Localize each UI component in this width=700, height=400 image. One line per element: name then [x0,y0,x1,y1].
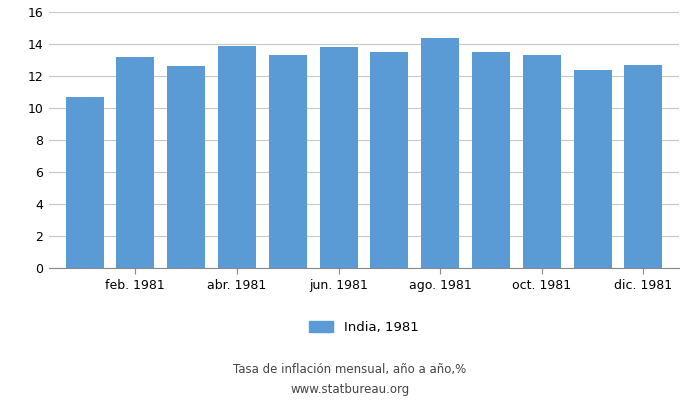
Bar [66,97,104,268]
Bar [523,55,561,268]
Bar [370,52,409,268]
Bar [319,47,358,268]
Bar [116,57,155,268]
Bar [573,70,612,268]
Bar [167,66,205,268]
Bar [218,46,256,268]
Bar [421,38,459,268]
Bar [624,65,662,268]
Bar [269,55,307,268]
Bar [472,52,510,268]
Text: www.statbureau.org: www.statbureau.org [290,384,410,396]
Legend: India, 1981: India, 1981 [309,321,419,334]
Text: Tasa de inflación mensual, año a año,%: Tasa de inflación mensual, año a año,% [233,364,467,376]
